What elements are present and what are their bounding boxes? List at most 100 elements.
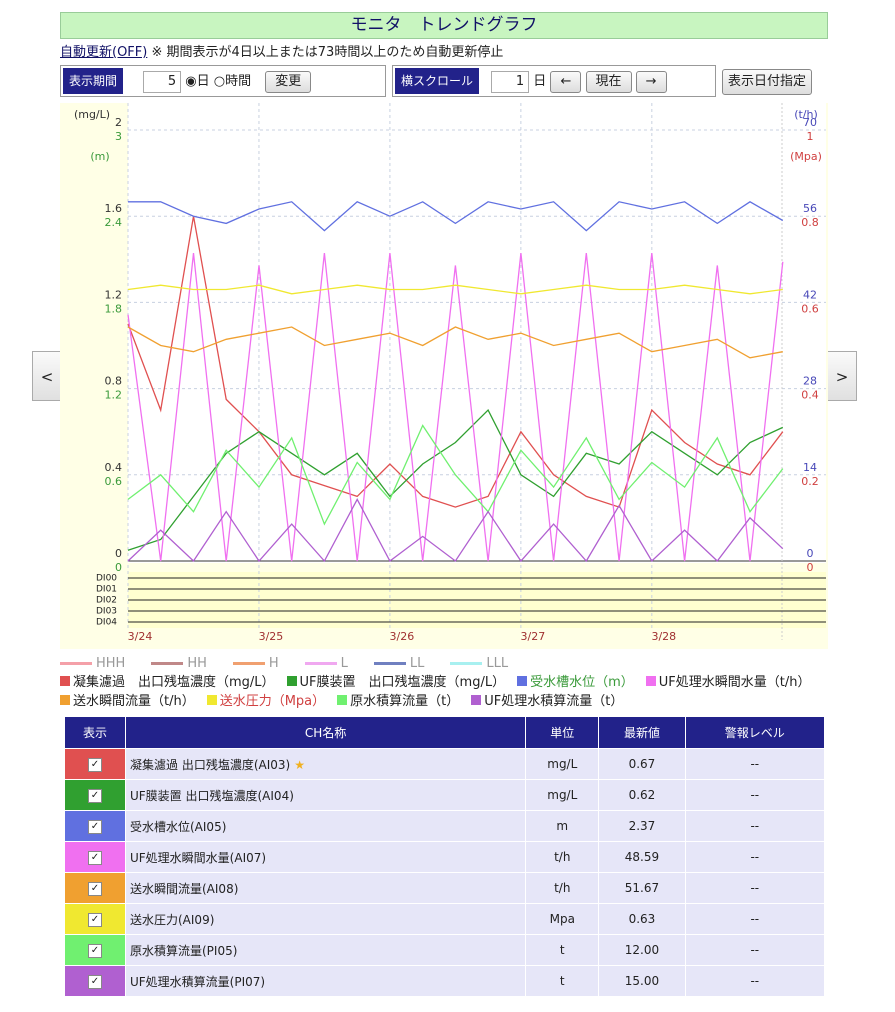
legend-swatch <box>206 695 217 705</box>
y-tick-label: 0 <box>807 547 814 560</box>
legend-swatch <box>517 676 528 686</box>
alarm-legend-label: LLL <box>486 656 509 671</box>
x-tick-label: 3/24 <box>128 630 153 643</box>
plot-area <box>128 103 826 563</box>
color-cell: ✓ <box>64 748 126 780</box>
y-tick-label: 1 <box>807 130 814 143</box>
legend-label: 原水積算流量（t） <box>350 694 460 709</box>
color-cell: ✓ <box>64 934 126 966</box>
checkbox[interactable]: ✓ <box>88 758 102 772</box>
y4-axis-label: (Mpa) <box>790 150 822 163</box>
checkbox[interactable]: ✓ <box>88 944 102 958</box>
y-tick-label: 0.4 <box>105 461 123 474</box>
radio-day[interactable]: ◉日 <box>185 74 210 89</box>
table-cell: 原水積算流量(PI05) <box>124 934 527 966</box>
alarm-legend-label: LL <box>409 656 425 671</box>
alarm-legend-swatch <box>450 662 483 665</box>
di-label: DI02 <box>96 596 117 606</box>
alarm-legend-item: LL <box>373 656 425 671</box>
table-cell: 0.62 <box>598 779 686 811</box>
table-row: ✓ 送水圧力(AI09) Mpa 0.63 -- <box>64 903 826 935</box>
legend-item: UF処理水瞬間水量（t/h） <box>645 674 810 691</box>
y-tick-label: 0.8 <box>105 375 123 388</box>
checkbox[interactable]: ✓ <box>88 851 102 865</box>
nav-right[interactable]: > <box>827 351 857 401</box>
di-label: DI03 <box>96 607 117 617</box>
radio-hour[interactable]: ○時間 <box>213 74 252 89</box>
table-cell: 48.59 <box>598 841 686 873</box>
alarm-legend-item: L <box>304 656 348 671</box>
di-label: DI01 <box>96 585 117 595</box>
checkbox[interactable]: ✓ <box>88 820 102 834</box>
checkbox[interactable]: ✓ <box>88 882 102 896</box>
legend-item: UF膜装置 出口残塩濃度（mg/L） <box>286 674 505 691</box>
table-cell: 12.00 <box>598 934 686 966</box>
y-tick-label: 0.2 <box>801 475 819 488</box>
table-row: ✓ 受水槽水位(AI05) m 2.37 -- <box>64 810 826 842</box>
radio-hour-label: 時間 <box>225 74 252 89</box>
alarm-legend: HHH HH H L LL LLL <box>60 656 840 671</box>
table-row: ✓ 送水瞬間流量(AI08) t/h 51.67 -- <box>64 872 826 904</box>
legend-swatch <box>60 676 70 686</box>
table-cell: t <box>525 934 600 966</box>
alarm-legend-label: L <box>340 656 348 671</box>
table-cell: -- <box>684 872 826 904</box>
legend-label: 凝集濾過 出口残塩濃度（mg/L） <box>73 675 275 690</box>
y-tick-label: 0.6 <box>801 302 819 315</box>
period-input[interactable]: 5 <box>143 70 182 93</box>
table-header-cell: CH名称 <box>124 716 527 749</box>
change-button[interactable]: 変更 <box>265 70 312 93</box>
table-cell: 送水瞬間流量(AI08) <box>124 872 527 904</box>
y-tick-label: 2.4 <box>105 216 123 229</box>
alarm-legend-swatch <box>232 662 265 665</box>
alarm-legend-item: H <box>232 656 279 671</box>
table-row: ✓ 原水積算流量(PI05) t 12.00 -- <box>64 934 826 966</box>
table-cell: 0.63 <box>598 903 686 935</box>
table-cell: -- <box>684 779 826 811</box>
table-cell: -- <box>684 903 826 935</box>
y2-axis-label: (t/h) <box>794 108 818 121</box>
y-tick-label: 0 <box>115 547 122 560</box>
checkbox[interactable]: ✓ <box>88 913 102 927</box>
legend-item: 送水圧力（Mpa） <box>206 693 325 710</box>
table-cell: Mpa <box>525 903 600 935</box>
legend-label: 送水瞬間流量（t/h） <box>73 694 195 709</box>
table-cell: 51.67 <box>598 872 686 904</box>
table-cell: -- <box>684 810 826 842</box>
series-line <box>128 201 784 232</box>
nav-left[interactable]: < <box>32 351 62 401</box>
alarm-legend-swatch <box>373 662 406 665</box>
color-cell: ✓ <box>64 841 126 873</box>
scroll-unit: 日 <box>533 74 547 89</box>
auto-update-link[interactable]: 自動更新(OFF) <box>60 45 148 60</box>
checkbox[interactable]: ✓ <box>88 975 102 989</box>
y-tick-label: 0.6 <box>105 475 123 488</box>
y-tick-label: 2 <box>115 116 122 129</box>
prev-button[interactable]: ← <box>550 70 582 93</box>
legend-item: 送水瞬間流量（t/h） <box>60 693 195 710</box>
scroll-input[interactable]: 1 <box>491 70 530 93</box>
next-button[interactable]: → <box>635 70 667 93</box>
alarm-legend-label: HHH <box>96 656 126 671</box>
legend-swatch <box>471 695 482 705</box>
checkbox[interactable]: ✓ <box>88 789 102 803</box>
table-cell: t <box>525 965 600 997</box>
alarm-legend-swatch <box>304 662 337 665</box>
table-cell: -- <box>684 965 826 997</box>
table-cell: t/h <box>525 872 600 904</box>
now-button[interactable]: 現在 <box>585 70 632 93</box>
date-select-button[interactable]: 表示日付指定 <box>722 69 813 95</box>
series-line <box>127 498 784 563</box>
y-tick-label: 0 <box>807 561 814 574</box>
table-cell: mg/L <box>525 779 600 811</box>
legend-label: 受水槽水位（m） <box>530 675 634 690</box>
x-tick-label: 3/26 <box>390 630 415 643</box>
table-cell: UF膜装置 出口残塩濃度(AI04) <box>124 779 527 811</box>
series-line <box>127 216 784 508</box>
table-cell: -- <box>684 934 826 966</box>
y-tick-label: 1.6 <box>105 202 123 215</box>
star-icon: ★ <box>294 757 305 772</box>
x-tick-label: 3/28 <box>651 630 676 643</box>
series-line <box>127 326 783 359</box>
